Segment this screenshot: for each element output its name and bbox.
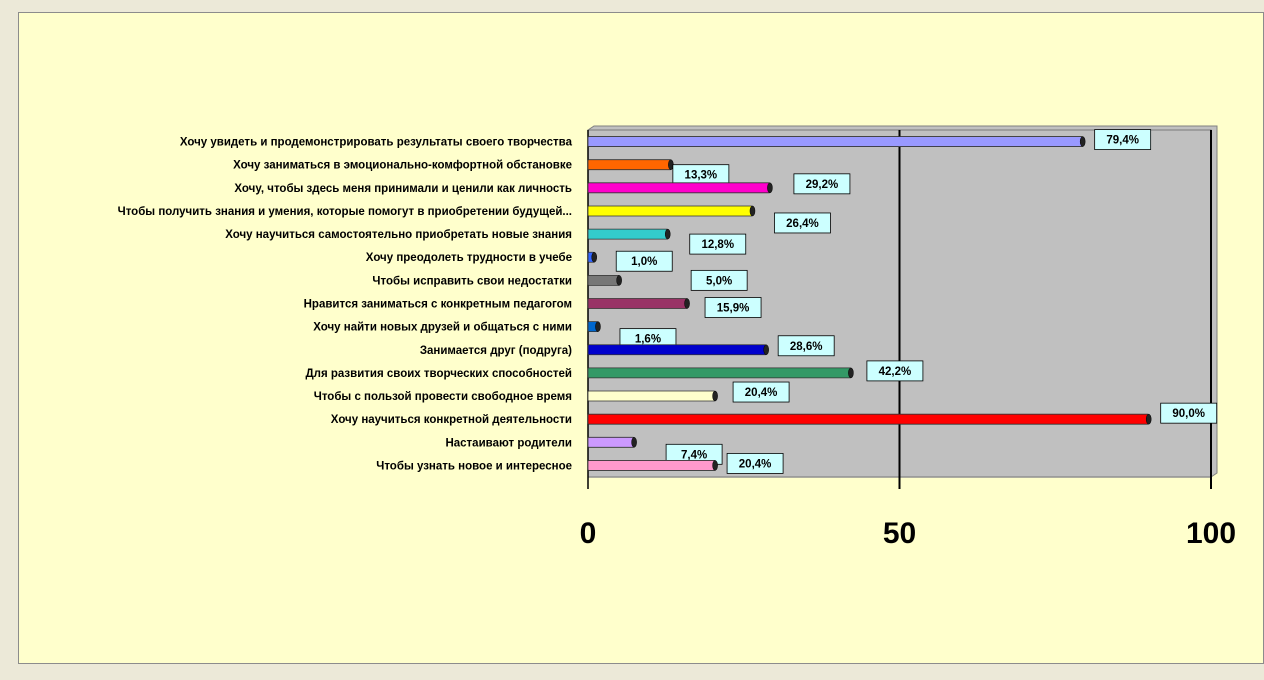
bar-cap <box>595 321 601 332</box>
category-label: Чтобы получить знания и умения, которые … <box>118 206 572 218</box>
data-label-box <box>732 381 790 403</box>
category-label: Хочу найти новых друзей и общаться с ним… <box>313 322 572 334</box>
category-label: Занимается друг (подруга) <box>420 345 572 357</box>
data-label-box <box>690 269 748 291</box>
data-label: 20,4% <box>745 387 778 399</box>
bar <box>587 159 672 171</box>
bar <box>587 205 753 217</box>
category-label: Чтобы исправить свои недостатки <box>372 275 572 287</box>
bar <box>587 274 620 286</box>
data-label-box <box>1160 402 1218 424</box>
category-label: Чтобы с пользой провести свободное время <box>314 391 572 403</box>
data-label-box <box>866 360 924 382</box>
data-label: 12,8% <box>701 239 734 251</box>
x-tick-label: 100 <box>1186 517 1236 550</box>
x-tick-label: 0 <box>580 517 597 550</box>
data-label: 13,3% <box>685 170 718 182</box>
data-label-box <box>689 233 747 255</box>
x-tick-label: 50 <box>883 517 916 550</box>
bar-cap <box>684 298 690 309</box>
category-label: Хочу заниматься в эмоционально-комфортно… <box>233 160 572 172</box>
bar-cap <box>712 460 718 471</box>
data-label: 7,4% <box>681 449 707 461</box>
bar <box>587 460 716 471</box>
data-label-box <box>777 335 835 357</box>
bar-cap <box>1145 413 1152 425</box>
data-label-box <box>726 453 784 474</box>
category-label: Чтобы узнать новое и интересное <box>376 460 572 472</box>
bar <box>587 298 688 309</box>
category-label: Хочу научиться самостоятельно приобретат… <box>225 229 572 241</box>
bar <box>587 390 716 402</box>
data-label: 29,2% <box>806 179 839 191</box>
data-label-box <box>615 250 673 272</box>
data-label-box <box>793 173 851 195</box>
bar-cap <box>763 344 769 356</box>
bar <box>587 344 767 356</box>
bar-cap <box>591 251 597 263</box>
data-label-box <box>704 297 762 318</box>
bar-chart: 0 50 100 Хочу увидеть и продемонстрировать … <box>118 125 1236 550</box>
category-label: Хочу научиться конкретной деятельности <box>331 414 572 426</box>
category-label: Хочу преодолеть трудности в учебе <box>366 252 572 264</box>
category-label: Настаивают родители <box>445 437 572 449</box>
bar-cap <box>712 390 718 402</box>
data-label: 1,0% <box>631 256 657 268</box>
category-label: Хочу увидеть и продемонстрировать резуль… <box>180 137 573 149</box>
data-label: 79,4% <box>1106 135 1139 147</box>
data-label: 1,6% <box>635 334 661 346</box>
data-label-box <box>1094 129 1152 150</box>
bar <box>587 228 669 240</box>
data-label: 28,6% <box>790 341 823 353</box>
bar <box>587 136 1084 147</box>
chart-area: 0 50 100 Хочу увидеть и продемонстрировать … <box>18 12 1264 664</box>
data-label-box <box>774 212 831 234</box>
bar <box>587 182 771 194</box>
data-label: 5,0% <box>706 275 732 287</box>
bar <box>587 367 852 379</box>
bar-cap <box>664 228 671 240</box>
data-label: 20,4% <box>739 458 772 470</box>
bar-cap <box>1079 136 1086 147</box>
data-label: 42,2% <box>879 366 912 378</box>
data-label: 90,0% <box>1172 408 1205 420</box>
bar-cap <box>631 437 637 448</box>
bar-cap <box>616 275 622 286</box>
category-label: Нравится заниматься с конкретным педагог… <box>304 299 572 311</box>
data-label: 26,4% <box>786 218 819 230</box>
bar <box>587 436 635 448</box>
data-label: 15,9% <box>717 303 750 315</box>
bar-cap <box>848 367 854 379</box>
bar-cap <box>749 205 756 217</box>
bar-cap <box>767 182 773 194</box>
category-label: Хочу, чтобы здесь меня принимали и ценил… <box>234 183 572 195</box>
bar <box>587 413 1150 425</box>
category-label: Для развития своих творческих способност… <box>305 368 572 380</box>
